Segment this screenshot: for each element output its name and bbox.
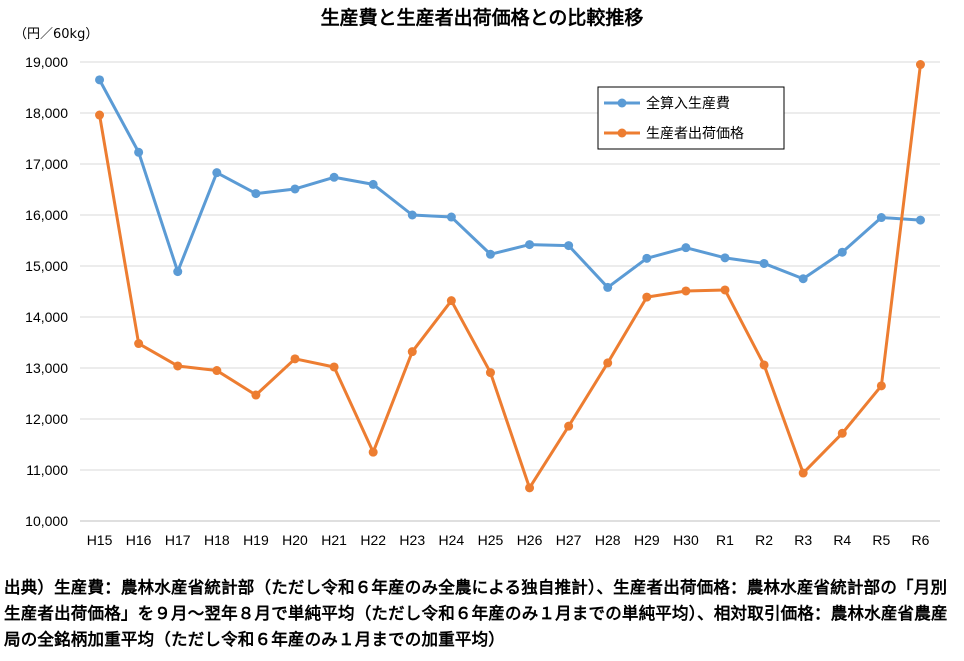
y-tick-label: 11,000 — [26, 462, 68, 478]
data-point — [681, 286, 691, 296]
y-tick-label: 13,000 — [25, 360, 68, 376]
legend-label-2: 生産者出荷価格 — [646, 126, 744, 142]
legend-box — [597, 86, 785, 150]
data-point — [446, 212, 456, 222]
x-tick-label: R4 — [833, 532, 851, 548]
x-tick-label: R5 — [872, 532, 890, 548]
x-tick-label: R2 — [755, 532, 773, 548]
data-point — [759, 258, 769, 268]
data-point — [134, 147, 144, 157]
data-point — [720, 253, 730, 263]
data-point — [407, 347, 417, 357]
data-point — [837, 247, 847, 257]
data-point — [642, 292, 652, 302]
data-point — [798, 274, 808, 284]
y-axis-ticks: 10,000 11,000 12,000 13,000 14,000 15,000 16,0… — [25, 54, 68, 529]
y-axis-unit-label: （円／60kg） — [14, 27, 98, 42]
data-point — [525, 240, 535, 250]
data-point — [485, 249, 495, 259]
data-point — [212, 168, 222, 178]
gridlines — [80, 61, 940, 471]
data-point — [368, 447, 378, 457]
data-point — [407, 210, 417, 220]
data-point — [329, 172, 339, 182]
legend: 全算入生産費 生産者出荷価格 — [597, 86, 785, 150]
y-tick-label: 17,000 — [25, 156, 68, 172]
y-tick-label: 14,000 — [25, 309, 68, 325]
x-axis-ticks: H15 H16 H17 H18 H19 H20 H21 H22 H23 H24 H25 H26 H27 H… — [87, 532, 930, 548]
y-tick-label: 12,000 — [25, 411, 68, 427]
data-point — [720, 285, 730, 295]
data-point — [564, 421, 574, 431]
data-point — [329, 362, 339, 372]
data-point — [446, 296, 456, 306]
x-tick-label: H19 — [243, 532, 269, 548]
data-point — [173, 267, 183, 277]
y-tick-label: 10,000 — [25, 513, 68, 529]
x-tick-label: H15 — [87, 532, 113, 548]
data-point — [876, 213, 886, 223]
data-point — [95, 110, 105, 120]
data-point — [837, 428, 847, 438]
x-tick-label: H25 — [478, 532, 504, 548]
x-tick-label: H23 — [399, 532, 425, 548]
data-point — [603, 358, 613, 368]
data-point — [212, 366, 222, 376]
x-tick-label: H21 — [321, 532, 347, 548]
y-tick-label: 15,000 — [25, 258, 68, 274]
data-point — [95, 75, 105, 85]
data-point — [603, 282, 613, 292]
x-tick-label: H16 — [126, 532, 152, 548]
x-tick-label: H24 — [439, 532, 465, 548]
y-tick-label: 18,000 — [25, 105, 68, 121]
data-point — [173, 361, 183, 371]
data-point — [642, 253, 652, 263]
x-tick-label: R1 — [716, 532, 734, 548]
x-tick-label: H29 — [634, 532, 660, 548]
data-point — [681, 243, 691, 253]
data-point — [134, 339, 144, 349]
legend-marker-1 — [617, 98, 627, 108]
legend-marker-2 — [617, 128, 627, 138]
series-line-2 — [98, 64, 922, 490]
data-point — [759, 360, 769, 370]
data-point — [525, 483, 535, 493]
source-note: 出典）生産費：農林水産省統計部（ただし令和６年産のみ全農による独自推計）、生産者… — [4, 578, 948, 649]
data-point — [915, 60, 925, 70]
x-tick-label: R3 — [794, 532, 812, 548]
x-tick-label: R6 — [912, 532, 930, 548]
data-point — [485, 368, 495, 378]
x-tick-label: H20 — [282, 532, 308, 548]
data-point — [876, 381, 886, 391]
x-tick-label: H26 — [517, 532, 543, 548]
data-point — [798, 468, 808, 478]
chart-title: 生産費と生産者出荷価格との比較推移 — [321, 6, 644, 29]
data-point — [290, 354, 300, 364]
legend-label-1: 全算入生産費 — [646, 95, 730, 112]
y-tick-label: 16,000 — [25, 207, 68, 223]
data-point — [251, 189, 261, 199]
x-tick-label: H17 — [165, 532, 191, 548]
x-tick-label: H30 — [673, 532, 699, 548]
x-tick-label: H28 — [595, 532, 621, 548]
y-tick-label: 19,000 — [25, 54, 68, 70]
x-tick-label: H27 — [556, 532, 582, 548]
series-layer — [95, 60, 925, 493]
series-line-1 — [98, 79, 921, 289]
data-point — [564, 241, 574, 251]
data-point — [290, 184, 300, 194]
data-point — [251, 390, 261, 400]
data-point — [915, 215, 925, 225]
line-chart: 生産費と生産者出荷価格との比較推移 （円／60kg） 10,00011,0001… — [14, 6, 940, 548]
data-point — [368, 179, 378, 189]
x-tick-label: H22 — [360, 532, 386, 548]
x-tick-label: H18 — [204, 532, 230, 548]
